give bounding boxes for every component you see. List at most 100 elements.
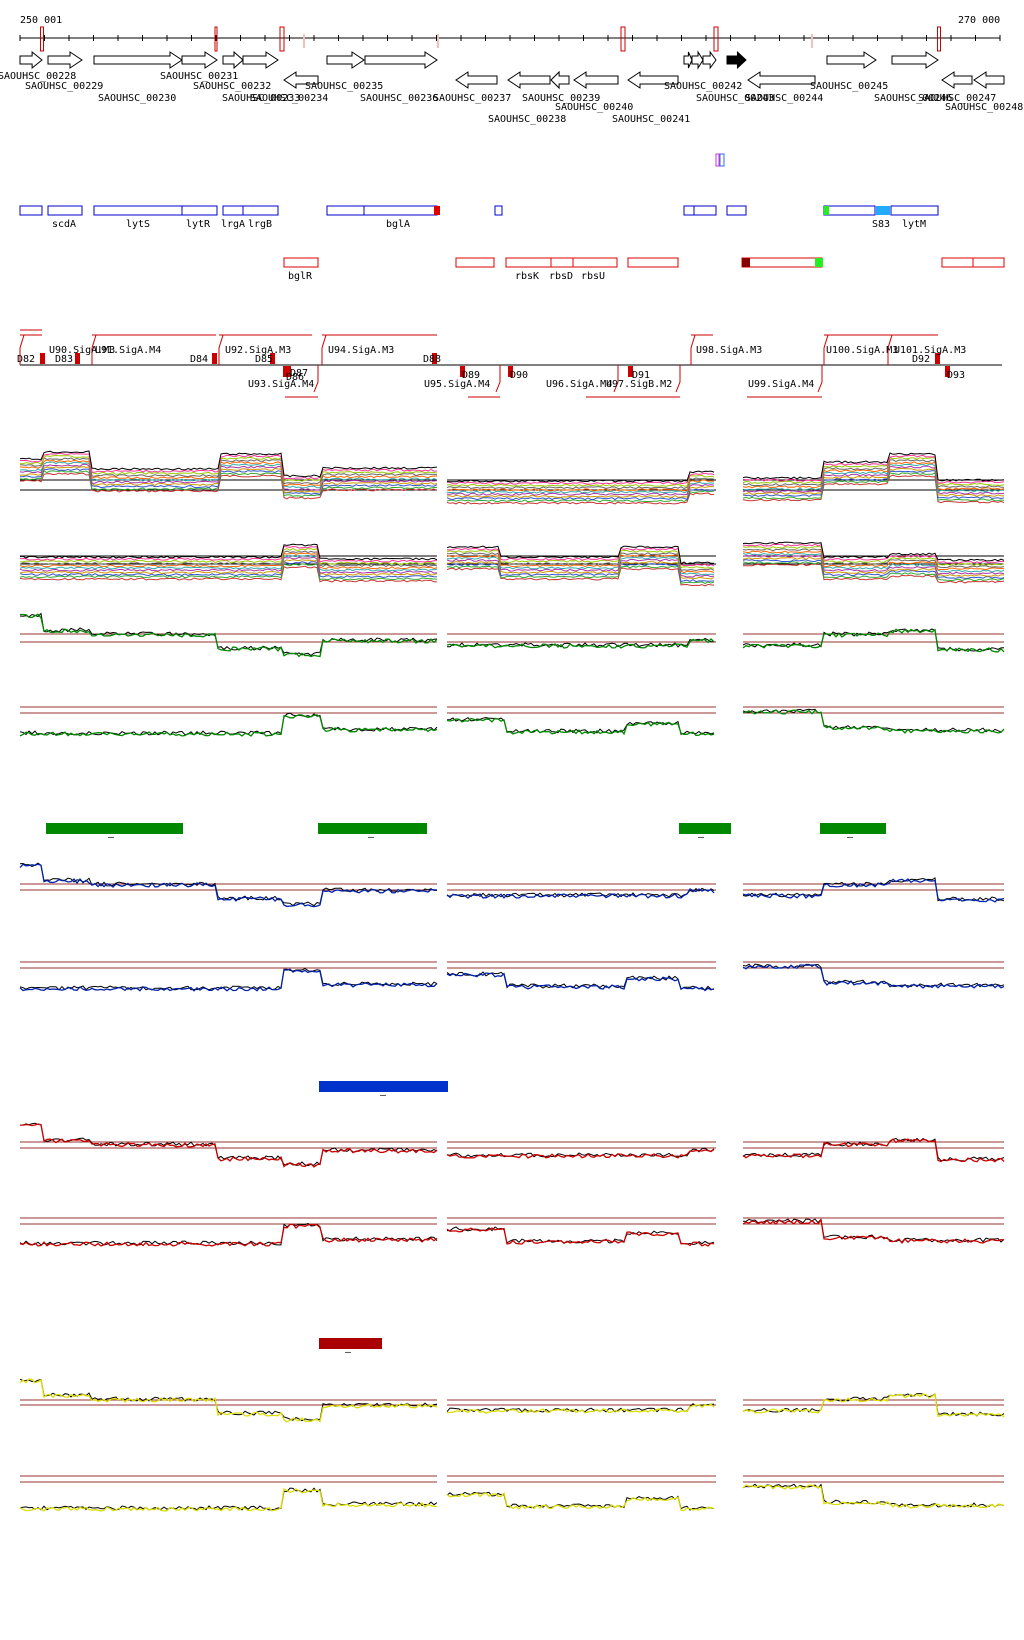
gene-arrow <box>455 71 498 89</box>
terminator-flag <box>283 366 288 377</box>
expression-trace <box>446 638 715 649</box>
expression-trace <box>446 481 715 494</box>
expression-trace <box>19 552 438 570</box>
annotation-names-lower: bglR rbsK rbsD rbsU <box>288 271 605 282</box>
gene-arrow <box>550 70 570 90</box>
promoter-label: U97.SigB.M2 <box>606 379 672 390</box>
expression-trace <box>742 561 1005 582</box>
annotation-track-lower <box>283 257 1005 268</box>
gene-label: SAOUHSC_00233 <box>222 93 300 104</box>
gene-name: lytR <box>186 219 211 230</box>
expression-trace <box>742 552 1005 573</box>
gene-arrow <box>726 50 747 70</box>
promoter-label: U93.SigA.M4 <box>248 379 314 390</box>
terminator-label: D82 <box>17 354 35 365</box>
gene-arrow <box>941 71 973 89</box>
expression-trace <box>742 1138 1005 1163</box>
gene-name: lrgA <box>221 219 245 230</box>
expression-trace <box>446 888 715 899</box>
expression-trace <box>446 477 715 490</box>
segment-bar <box>679 823 731 834</box>
gene-arrow <box>93 51 183 69</box>
expression-trace <box>446 479 715 492</box>
terminator-label: D93 <box>947 370 965 381</box>
gene-label: SAOUHSC_00228 <box>0 71 76 82</box>
gene-name: lrgB <box>248 219 272 230</box>
expression-trace <box>446 485 715 498</box>
expression-trace <box>19 461 438 489</box>
expression-trace <box>742 628 1005 652</box>
expression-trace <box>743 467 1005 497</box>
ruler-ticks <box>19 35 1001 41</box>
gene-name: rbsU <box>581 271 605 282</box>
terminator-flag <box>212 353 217 364</box>
gene-name: bglA <box>386 219 410 230</box>
annotation-box <box>494 205 503 216</box>
expression-trace <box>19 545 438 563</box>
gene-labels: SAOUHSC_00228 SAOUHSC_00229 SAOUHSC_0023… <box>0 71 1023 125</box>
annotation-box <box>242 205 279 216</box>
expression-trace <box>742 877 1005 902</box>
expression-trace <box>19 612 438 657</box>
gene-label: SAOUHSC_00244 <box>745 93 823 104</box>
expression-multi-traces <box>19 450 1005 587</box>
expression-trace <box>19 556 438 574</box>
expression-trace <box>446 554 715 574</box>
gene-arrow <box>326 51 365 69</box>
expression-trace <box>742 456 1005 486</box>
gene-name: S83 <box>872 219 890 230</box>
promoter-labels: U90.SigA.M3 U91.SigA.M4 U92.SigA.M3 U93.… <box>49 345 966 390</box>
annotation-box <box>627 257 679 268</box>
gene-arrow <box>364 51 438 69</box>
expression-trace <box>742 1393 1005 1418</box>
expression-trace <box>19 1378 438 1423</box>
segment-bar <box>319 1081 448 1092</box>
promoter-label: U95.SigA.M4 <box>424 379 490 390</box>
gene-arrow <box>242 51 279 69</box>
annotation-box <box>283 257 319 268</box>
expression-trace <box>446 1148 715 1159</box>
expression-trace <box>446 1227 715 1247</box>
gene-label: SAOUHSC_00231 <box>160 71 238 82</box>
expression-trace <box>446 717 715 737</box>
terminator-flag <box>628 366 633 377</box>
expression-trace <box>446 887 715 898</box>
promoter-bracket <box>823 334 829 365</box>
expression-trace <box>19 712 438 736</box>
annotation-box <box>455 257 495 268</box>
expression-trace <box>19 547 438 565</box>
terminator-label: D90 <box>510 370 528 381</box>
gene-name: lytM <box>902 219 926 230</box>
gene-arrow <box>573 71 619 89</box>
expression-trace <box>19 1487 438 1512</box>
annotation-endcap <box>824 206 829 215</box>
gene-label: SAOUHSC_00241 <box>612 114 690 125</box>
expression-trace <box>19 470 437 498</box>
gene-label: SAOUHSC_00248 <box>945 102 1023 113</box>
terminator-label: D86 <box>286 372 304 383</box>
expression-trace <box>19 550 438 568</box>
annotation-track-upper <box>19 205 939 216</box>
expression-trace <box>742 554 1005 575</box>
expression-trace <box>446 549 715 569</box>
promoter-bracket <box>675 365 681 393</box>
bar-caption: – <box>368 832 375 843</box>
annotation-box <box>181 205 218 216</box>
expression-trace <box>19 1222 438 1246</box>
gene-arrow <box>507 71 551 89</box>
expression-trace <box>742 459 1004 489</box>
expression-trace <box>19 450 438 478</box>
expression-trace <box>742 1484 1005 1509</box>
expression-trace <box>742 1218 1005 1244</box>
expression-trace <box>20 1123 438 1168</box>
ruler-marker <box>214 26 218 52</box>
promoter-bracket <box>313 365 319 393</box>
expression-trace <box>20 613 438 658</box>
gene-label: SAOUHSC_00238 <box>488 114 566 125</box>
terminator-flag <box>286 366 291 377</box>
annotation-box <box>683 205 695 216</box>
ruler-marker <box>40 26 44 52</box>
gene-label: SAOUHSC_00234 <box>250 93 328 104</box>
gene-name: rbsK <box>515 271 539 282</box>
terminator-label: D89 <box>462 370 480 381</box>
